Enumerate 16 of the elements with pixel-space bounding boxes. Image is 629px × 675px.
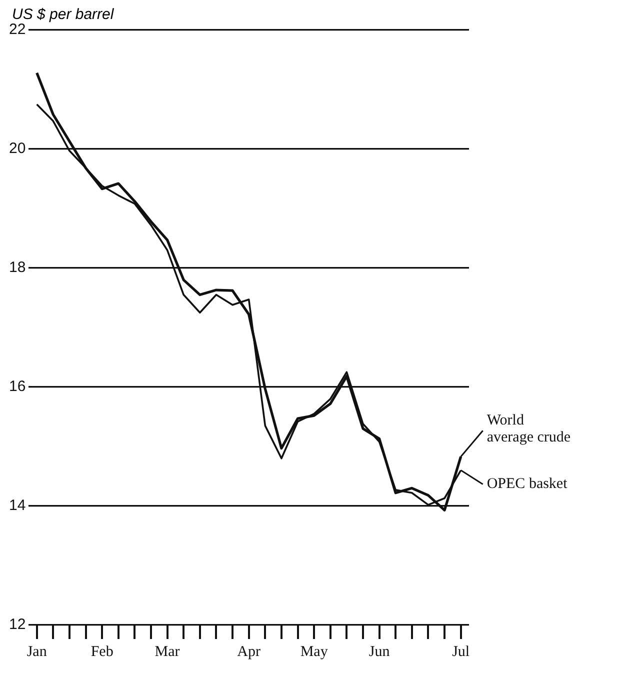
x-tick-label: Feb — [90, 644, 114, 660]
y-tick-label: 14 — [8, 497, 26, 514]
x-tick-label: Jan — [26, 644, 48, 660]
x-tick-label: Jul — [452, 644, 470, 660]
y-tick-label: 20 — [8, 140, 26, 158]
y-tick-label: 22 — [8, 21, 26, 38]
legend-label: OPEC basket — [486, 476, 568, 492]
x-tick-label: Jun — [368, 644, 390, 660]
y-tick-label: 18 — [8, 259, 26, 276]
series-label: World average crude — [486, 412, 571, 446]
x-tick-label: May — [300, 644, 328, 660]
x-tick-label: Mar — [154, 644, 180, 660]
x-tick-label: Apr — [237, 644, 261, 660]
y-tick-label: 16 — [8, 378, 26, 396]
y-tick-label: 12 — [8, 616, 26, 634]
y-axis-title: US $ per barrel — [12, 6, 114, 23]
